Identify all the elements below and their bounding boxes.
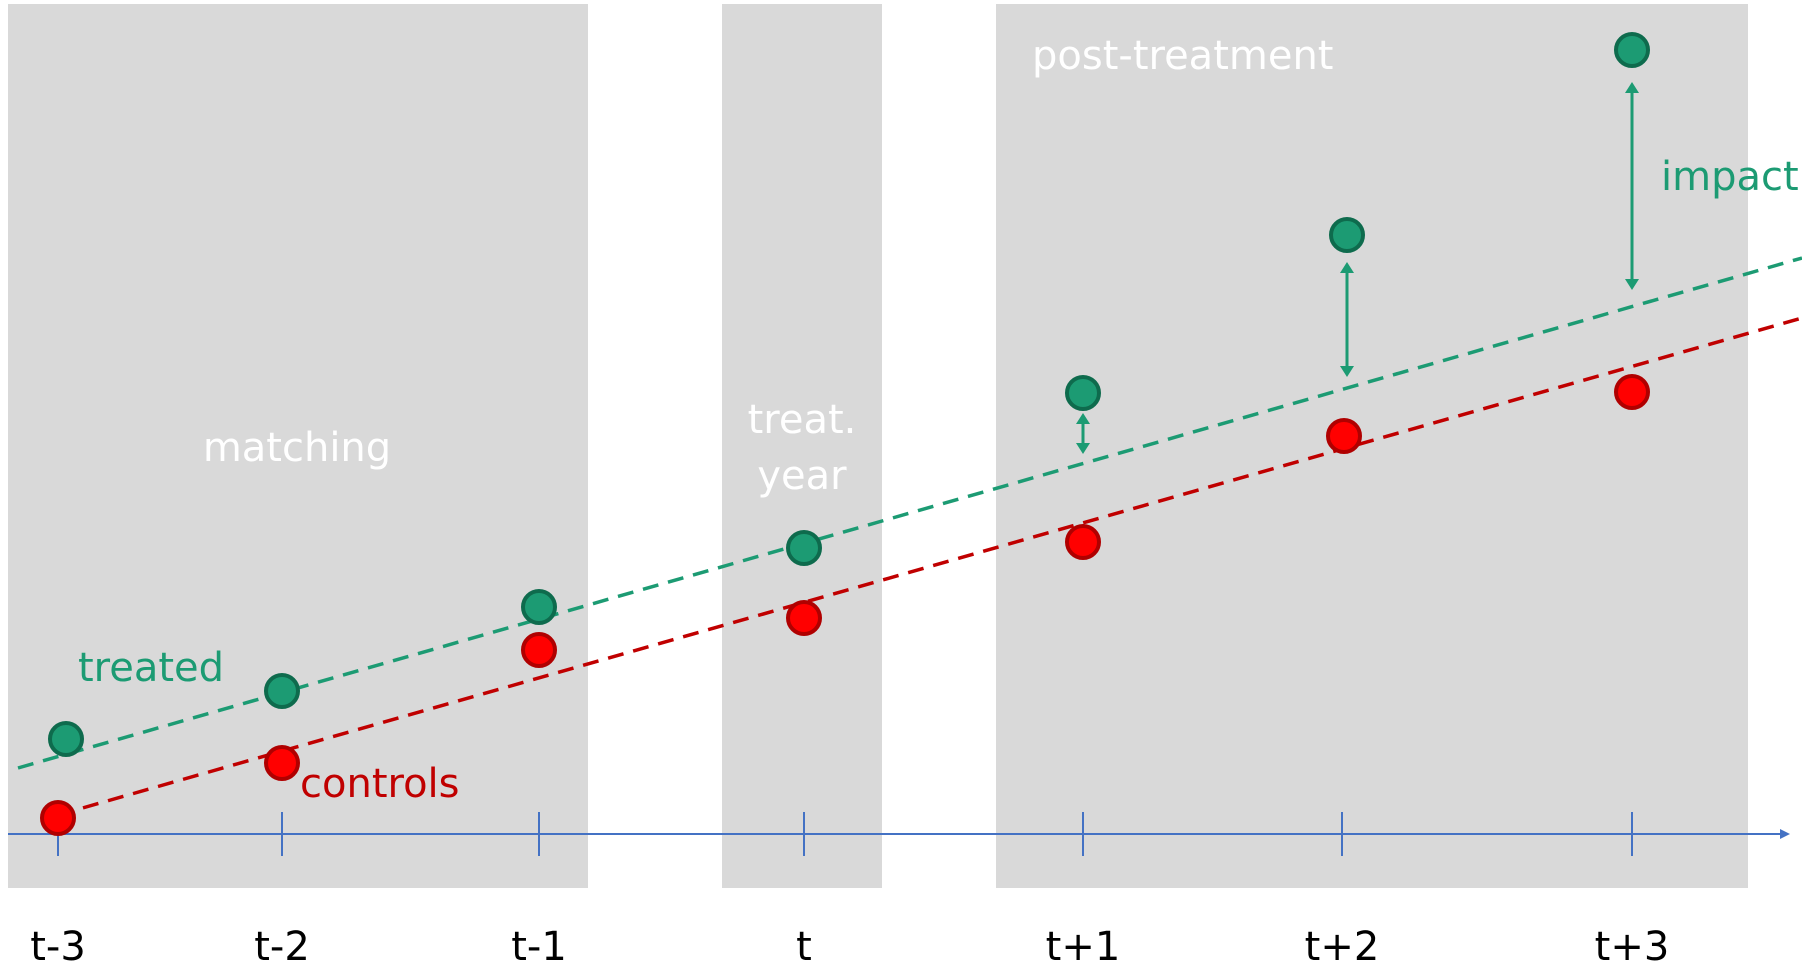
impact-arrow (1340, 262, 1354, 377)
treated-point (786, 530, 822, 566)
controls-trend-line (57, 316, 1802, 817)
controls-point (1614, 374, 1650, 410)
controls-point (1065, 524, 1101, 560)
impact-arrow (1625, 82, 1639, 290)
x-tick-label: t-3 (30, 924, 86, 968)
impact-label: impact (1661, 154, 1799, 200)
post-treatment-region (996, 4, 1748, 888)
treated-trend-line (17, 256, 1802, 770)
treated-label: treated (78, 645, 224, 691)
treat-year-label-line2: year (757, 453, 847, 499)
impact-arrows (1076, 82, 1639, 454)
x-tick-label: t+1 (1046, 924, 1121, 968)
treated-point (1065, 375, 1101, 411)
impact-arrow (1076, 413, 1090, 454)
treatment-year-region (722, 4, 882, 888)
controls-point (521, 632, 557, 668)
matching-region (8, 4, 588, 888)
x-axis-tick-labels: t-3 t-2 t-1 t t+1 t+2 t+3 (30, 924, 1669, 968)
post-treatment-label: post-treatment (1032, 33, 1333, 79)
treated-point (1614, 32, 1650, 68)
x-tick-label: t-1 (511, 924, 567, 968)
treat-year-label-line1: treat. (748, 397, 857, 443)
matching-label: matching (203, 425, 391, 471)
controls-points (40, 374, 1650, 836)
x-tick-label: t+3 (1595, 924, 1670, 968)
controls-point (40, 800, 76, 836)
controls-label: controls (300, 761, 460, 807)
controls-point (264, 745, 300, 781)
treated-point (264, 673, 300, 709)
treated-points (48, 32, 1650, 757)
treated-point (48, 721, 84, 757)
x-tick-label: t (796, 924, 812, 968)
treated-point (1329, 217, 1365, 253)
controls-point (1326, 418, 1362, 454)
x-tick-label: t-2 (254, 924, 310, 968)
controls-point (786, 600, 822, 636)
x-tick-label: t+2 (1305, 924, 1380, 968)
treated-point (521, 589, 557, 625)
